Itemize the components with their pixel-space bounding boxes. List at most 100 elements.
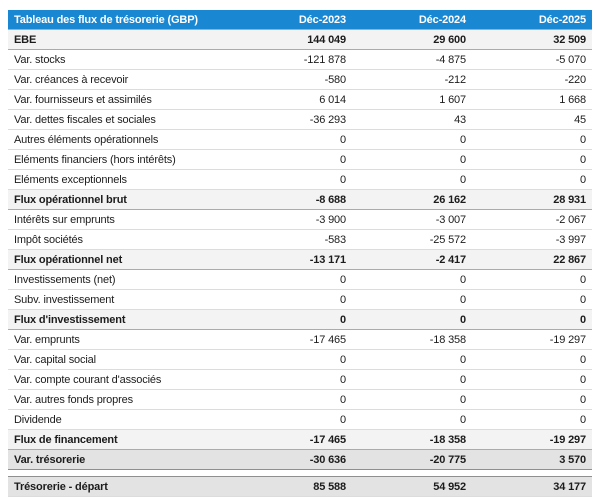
row-value: 0 bbox=[460, 293, 466, 306]
table-row: Var. capital social 0 0 0 bbox=[8, 349, 592, 370]
row-value: -220 bbox=[564, 73, 587, 86]
row-value: -17 465 bbox=[309, 333, 346, 346]
row-label: Var. capital social bbox=[14, 353, 96, 366]
table-row: Investissements (net) 0 0 0 bbox=[8, 269, 592, 290]
table-row: Subv. investissement 0 0 0 bbox=[8, 289, 592, 310]
row-label: Var. compte courant d'associés bbox=[14, 373, 162, 386]
table-row: Var. dettes fiscales et sociales -36 293 4… bbox=[8, 109, 592, 130]
row-label: Var. dettes fiscales et sociales bbox=[14, 113, 156, 126]
row-label: Var. créances à recevoir bbox=[14, 73, 129, 86]
row-value: 0 bbox=[340, 373, 346, 386]
table-row: Var. fournisseurs et assimilés 6 014 1 607… bbox=[8, 89, 592, 110]
row-value: -2 417 bbox=[435, 253, 466, 266]
row-value: -20 775 bbox=[352, 497, 472, 501]
row-value: 1 668 bbox=[559, 93, 586, 106]
row-value: 3 570 bbox=[559, 453, 586, 466]
table-row: Trésorerie - départ 85 588 54 952 34 177 bbox=[8, 476, 592, 497]
spacer-row bbox=[8, 469, 592, 477]
row-value: -19 297 bbox=[549, 333, 586, 346]
row-value: 0 bbox=[460, 313, 466, 326]
row-value: -580 bbox=[324, 73, 347, 86]
row-value: 0 bbox=[340, 293, 346, 306]
row-value: 28 931 bbox=[553, 193, 586, 206]
row-value: 0 bbox=[340, 393, 346, 406]
row-value: -18 358 bbox=[429, 333, 466, 346]
row-value: 32 509 bbox=[553, 33, 586, 46]
row-value: 144 049 bbox=[307, 33, 346, 46]
table-title: Tableau des flux de trésorerie (GBP) bbox=[8, 10, 232, 30]
row-label: Intérêts sur emprunts bbox=[14, 213, 115, 226]
table-row: Flux opérationnel net -13 171 -2 417 22 867 bbox=[8, 249, 592, 270]
column-header-dec-2025: Déc-2025 bbox=[472, 10, 592, 30]
row-label: Trésorerie - départ bbox=[14, 480, 108, 493]
row-value: 0 bbox=[340, 353, 346, 366]
table-row: Eléments exceptionnels 0 0 0 bbox=[8, 169, 592, 190]
column-header-dec-2024: Déc-2024 bbox=[352, 10, 472, 30]
row-value: -30 636 bbox=[309, 453, 346, 466]
table-row: Flux opérationnel brut -8 688 26 162 28 931 bbox=[8, 189, 592, 210]
row-value: 0 bbox=[580, 273, 586, 286]
row-value: -13 171 bbox=[309, 253, 346, 266]
table-row: Var. trésorerie -30 636 -20 775 3 570 bbox=[8, 449, 592, 470]
row-value: 43 bbox=[454, 113, 466, 126]
row-value: 0 bbox=[460, 393, 466, 406]
column-header-dec-2023: Déc-2023 bbox=[232, 10, 352, 30]
row-value: -20 775 bbox=[429, 453, 466, 466]
row-label: Var. emprunts bbox=[14, 333, 80, 346]
row-label: Var. autres fonds propres bbox=[14, 393, 133, 406]
spacer-cell bbox=[8, 470, 592, 477]
row-value: -121 878 bbox=[303, 53, 346, 66]
row-value: -3 997 bbox=[555, 233, 586, 246]
row-value: -5 070 bbox=[555, 53, 586, 66]
row-value: 0 bbox=[340, 133, 346, 146]
table-row: EBE 144 049 29 600 32 509 bbox=[8, 29, 592, 50]
row-value: 0 bbox=[460, 373, 466, 386]
row-value: -18 358 bbox=[429, 433, 466, 446]
row-label: Flux opérationnel net bbox=[14, 253, 123, 266]
row-value: -19 297 bbox=[549, 433, 586, 446]
row-label: Autres éléments opérationnels bbox=[14, 133, 159, 146]
row-value: -30 636 bbox=[232, 497, 352, 501]
row-value: 26 162 bbox=[433, 193, 466, 206]
row-value: 3 570 bbox=[472, 497, 592, 501]
row-label: Var. stocks bbox=[14, 53, 66, 66]
row-value: -583 bbox=[324, 233, 347, 246]
row-value: -17 465 bbox=[309, 433, 346, 446]
row-value: 0 bbox=[340, 153, 346, 166]
row-value: 0 bbox=[340, 413, 346, 426]
row-label: Investissements (net) bbox=[14, 273, 116, 286]
row-value: 0 bbox=[460, 173, 466, 186]
table-row: Var. créances à recevoir -580 -212 -220 bbox=[8, 69, 592, 90]
row-value: 0 bbox=[580, 133, 586, 146]
row-value: 0 bbox=[580, 173, 586, 186]
row-value: 0 bbox=[340, 313, 346, 326]
table-header-row: Tableau des flux de trésorerie (GBP) Déc… bbox=[8, 10, 592, 30]
row-value: 0 bbox=[580, 353, 586, 366]
row-value: -8 688 bbox=[315, 193, 346, 206]
row-value: 0 bbox=[460, 273, 466, 286]
row-value: 29 600 bbox=[433, 33, 466, 46]
row-value: 0 bbox=[580, 313, 586, 326]
table-row: Flux d'investissement 0 0 0 bbox=[8, 309, 592, 330]
row-value: 0 bbox=[580, 153, 586, 166]
table-row: Var. stocks -121 878 -4 875 -5 070 bbox=[8, 49, 592, 70]
row-value: 1 607 bbox=[439, 93, 466, 106]
row-label: Subv. investissement bbox=[14, 293, 115, 306]
row-value: 0 bbox=[340, 173, 346, 186]
row-value: 22 867 bbox=[553, 253, 586, 266]
row-label: Eléments exceptionnels bbox=[14, 173, 127, 186]
table-row: Var. autres fonds propres 0 0 0 bbox=[8, 389, 592, 410]
table-row: Flux de financement -17 465 -18 358 -19 297 bbox=[8, 429, 592, 450]
row-value: 0 bbox=[340, 273, 346, 286]
table-row: Dividende 0 0 0 bbox=[8, 409, 592, 430]
row-value: -3 900 bbox=[315, 213, 346, 226]
row-value: 85 588 bbox=[313, 480, 346, 493]
table-row: Var. emprunts -17 465 -18 358 -19 297 bbox=[8, 329, 592, 350]
row-label: Var. trésorerie bbox=[14, 453, 86, 466]
row-value: 34 177 bbox=[553, 480, 586, 493]
table-body: EBE 144 049 29 600 32 509 Var. stocks -121 87… bbox=[8, 29, 592, 501]
row-value: 54 952 bbox=[433, 480, 466, 493]
row-value: 45 bbox=[574, 113, 586, 126]
row-value: -2 067 bbox=[555, 213, 586, 226]
